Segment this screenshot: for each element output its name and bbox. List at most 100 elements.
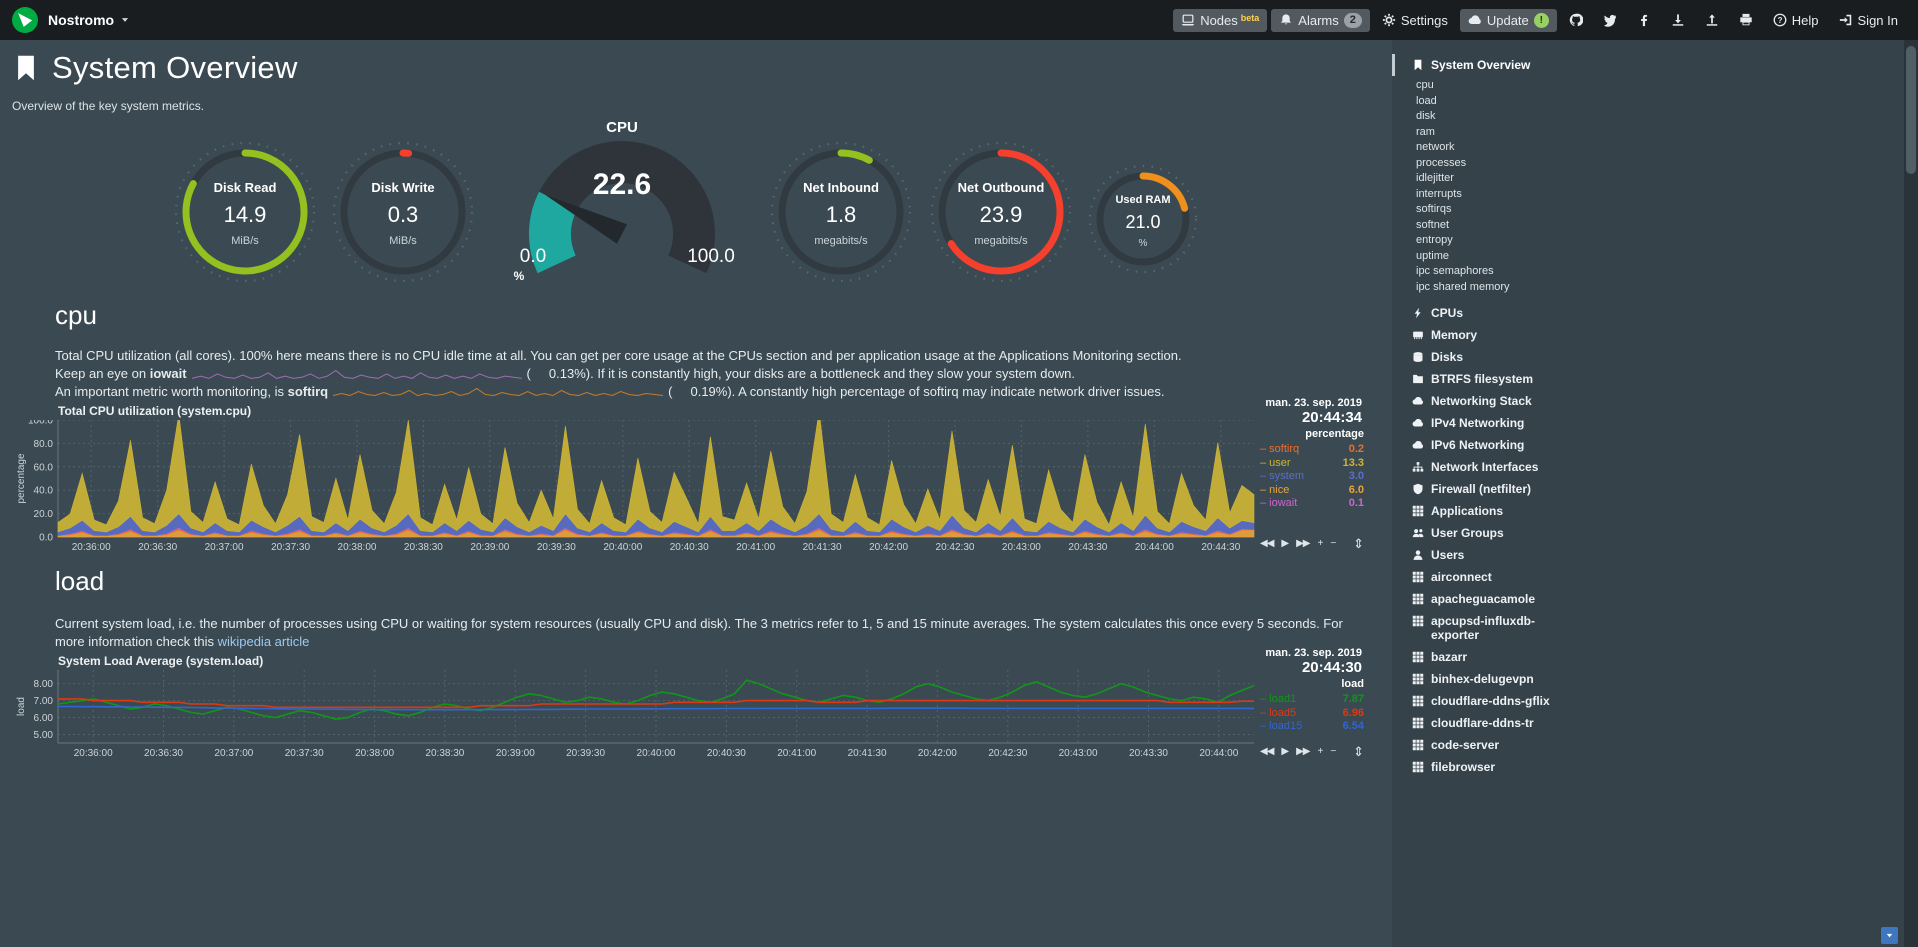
sidebar-subitem-processes[interactable]: processes (1416, 156, 1467, 169)
sidebar-item-system-overview[interactable]: System Overview (1392, 54, 1904, 76)
legend-item-load1[interactable]: – load1 7.87 (1260, 693, 1366, 707)
topbar-help[interactable]: ? Help (1765, 9, 1827, 32)
sidebar-subitem-cpu[interactable]: cpu (1416, 79, 1434, 91)
svg-text:22.6: 22.6 (593, 168, 651, 201)
topbar-update[interactable]: Update! (1459, 8, 1557, 32)
cloud-update-icon (1468, 13, 1482, 27)
play-button[interactable]: ▶ (1281, 746, 1289, 757)
cpu-chart-plot[interactable]: 0.0 20.0 40.0 60.0 80.0 100.0 20:36:00 20:36:30… (14, 420, 1256, 554)
sidebar-item-cloudflare-ddns-gflix[interactable]: cloudflare-ddns-gflix (1406, 690, 1904, 712)
sidebar-subitem-ipc-semaphores[interactable]: ipc semaphores (1416, 265, 1494, 277)
gauge-cpu[interactable]: CPU 22.6 0.0 100.0% (497, 112, 747, 287)
sidebar-item-disks[interactable]: Disks (1406, 346, 1904, 368)
page-scrollbar[interactable] (1904, 40, 1918, 947)
text: . If it is constantly high, your disks a… (590, 366, 1075, 381)
user-icon (1412, 549, 1424, 561)
sidebar-item-networking-stack[interactable]: Networking Stack (1406, 390, 1904, 412)
gauge-disk-read[interactable]: Disk Read 14.9 MiB/s (170, 137, 320, 287)
sidebar-subitem-idlejitter[interactable]: idlejitter (1416, 172, 1454, 184)
netdata-logo[interactable] (12, 7, 38, 33)
hostname-menu[interactable]: Nostromo (48, 12, 130, 28)
legend-item-user[interactable]: – user 13.3 (1260, 457, 1366, 471)
sidebar-subitem-ram[interactable]: ram (1416, 125, 1435, 138)
sidebar-item-users[interactable]: Users (1406, 544, 1904, 566)
memory-icon (1412, 329, 1424, 341)
sidebar-item-label: Disks (1431, 350, 1464, 364)
sidebar-item-code-server[interactable]: code-server (1406, 734, 1904, 756)
topbar-github-icon[interactable] (1561, 9, 1591, 31)
sidebar-item-airconnect[interactable]: airconnect (1406, 566, 1904, 588)
sidebar-item-ipv6-networking[interactable]: IPv6 Networking (1406, 434, 1904, 456)
sidebar-subitem-softirqs[interactable]: softirqs (1416, 203, 1452, 215)
chart-resize-handle[interactable]: ⇕ (1353, 744, 1364, 759)
legend-series-name: – system (1260, 470, 1305, 482)
sidebar-subitem-uptime[interactable]: uptime (1416, 249, 1450, 262)
svg-text:5.00: 5.00 (34, 730, 54, 741)
sidebar-item-cloudflare-ddns-tr[interactable]: cloudflare-ddns-tr (1406, 712, 1904, 734)
pan-backward-button[interactable]: ◀◀ (1260, 538, 1274, 549)
topbar-nodes[interactable]: Nodes beta (1173, 8, 1268, 32)
gauge-net-inbound[interactable]: Net Inbound 1.8 megabits/s (766, 137, 916, 287)
svg-text:20:36:00: 20:36:00 (72, 542, 111, 553)
sidebar-item-ipv4-networking[interactable]: IPv4 Networking (1406, 412, 1904, 434)
hostname-label: Nostromo (48, 12, 115, 28)
svg-text:CPU: CPU (606, 119, 638, 136)
topbar-sign-in[interactable]: Sign In (1831, 9, 1906, 32)
text: Current system load, i.e. the number of … (55, 616, 1343, 649)
sidebar-item-binhex-delugevpn[interactable]: binhex-delugevpn (1406, 668, 1904, 690)
legend-series-name: – nice (1260, 483, 1290, 496)
nodes-icon (1181, 13, 1195, 27)
zoom-out-button[interactable]: − (1330, 746, 1336, 757)
legend-item-softirq[interactable]: – softirq 0.2 (1260, 443, 1366, 457)
legend-item-nice[interactable]: – nice 6.0 (1260, 484, 1366, 498)
cpu-chart-legend: percentage – softirq 0.2– user 13.3– syste… (1260, 428, 1366, 511)
legend-item-load15[interactable]: – load15 6.54 (1260, 720, 1366, 734)
sidebar-subitem-load[interactable]: load (1416, 94, 1437, 107)
wikipedia-link[interactable]: wikipedia article (217, 634, 310, 649)
topbar-upload-icon[interactable] (1697, 9, 1727, 31)
zoom-out-button[interactable]: − (1330, 538, 1336, 549)
sidebar-item-user-groups[interactable]: User Groups (1406, 522, 1904, 544)
svg-text:load: load (16, 697, 27, 716)
sidebar-subitem-network[interactable]: network (1416, 141, 1455, 153)
gauge-used-ram[interactable]: Used RAM 21.0% (1084, 160, 1202, 278)
scrollbar-thumb[interactable] (1906, 46, 1916, 174)
play-button[interactable]: ▶ (1281, 538, 1289, 549)
load-chart-plot[interactable]: 5.00 6.00 7.00 8.00 20:36:00 20:36:30 20:37:00… (14, 670, 1256, 760)
sidebar-item-cpus[interactable]: CPUs (1406, 302, 1904, 324)
topbar-twitter-icon[interactable] (1595, 9, 1625, 31)
legend-item-iowait[interactable]: – iowait 0.1 (1260, 497, 1366, 511)
sidebar-subitem-interrupts[interactable]: interrupts (1416, 187, 1462, 200)
sidebar-item-apcupsd-influxdb-exporter[interactable]: apcupsd-influxdb-exporter (1406, 610, 1904, 646)
chart-resize-handle[interactable]: ⇕ (1353, 536, 1364, 551)
sidebar-subitem-ipc-shared-memory[interactable]: ipc shared memory (1416, 280, 1510, 293)
sidebar-item-apacheguacamole[interactable]: apacheguacamole (1406, 588, 1904, 610)
pan-forward-button[interactable]: ▶▶ (1296, 746, 1310, 757)
sidebar-item-network-interfaces[interactable]: Network Interfaces (1406, 456, 1904, 478)
topbar-download-icon[interactable] (1663, 9, 1693, 31)
sidebar-item-memory[interactable]: Memory (1406, 324, 1904, 346)
zoom-in-button[interactable]: + (1317, 746, 1323, 757)
scroll-bottom-button[interactable] (1881, 927, 1898, 944)
zoom-in-button[interactable]: + (1317, 538, 1323, 549)
topbar-alarms[interactable]: Alarms 2 (1271, 8, 1370, 32)
topbar-settings[interactable]: Settings (1374, 9, 1456, 32)
legend-item-load5[interactable]: – load5 6.96 (1260, 707, 1366, 721)
sidebar-item-firewall-netfilter[interactable]: Firewall (netfilter) (1406, 478, 1904, 500)
sidebar-subitem-entropy[interactable]: entropy (1416, 234, 1453, 246)
gauge-net-outbound[interactable]: Net Outbound 23.9 megabits/s (926, 137, 1076, 287)
sidebar-item-applications[interactable]: Applications (1406, 500, 1904, 522)
pan-forward-button[interactable]: ▶▶ (1296, 538, 1310, 549)
legend-item-system[interactable]: – system 3.0 (1260, 470, 1366, 484)
sidebar-subitem-disk[interactable]: disk (1416, 110, 1436, 122)
topbar-print-icon[interactable] (1731, 9, 1761, 31)
topbar-facebook-icon[interactable] (1629, 9, 1659, 31)
help-icon: ? (1773, 13, 1787, 27)
text: An important metric worth monitoring, is (55, 384, 288, 399)
pan-backward-button[interactable]: ◀◀ (1260, 746, 1274, 757)
sidebar-subitem-softnet[interactable]: softnet (1416, 218, 1450, 231)
sidebar-item-bazarr[interactable]: bazarr (1406, 646, 1904, 668)
sidebar-item-filebrowser[interactable]: filebrowser (1406, 756, 1904, 778)
gauge-disk-write[interactable]: Disk Write 0.3 MiB/s (328, 137, 478, 287)
sidebar-item-btrfs-filesystem[interactable]: BTRFS filesystem (1406, 368, 1904, 390)
